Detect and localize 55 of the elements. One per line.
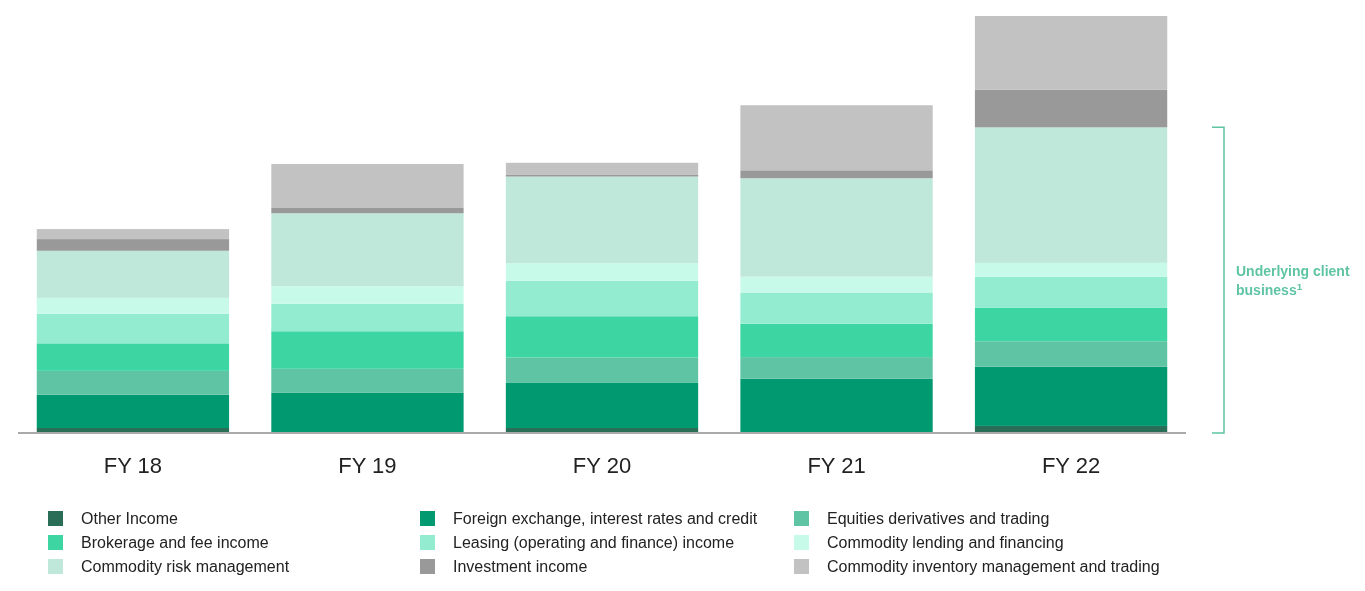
legend-label: Brokerage and fee income bbox=[81, 534, 269, 551]
bar bbox=[505, 162, 699, 175]
bar bbox=[271, 286, 464, 304]
bar bbox=[271, 368, 464, 393]
bar bbox=[36, 250, 230, 298]
bar bbox=[505, 263, 699, 281]
bar bbox=[974, 127, 1168, 263]
bar bbox=[36, 394, 230, 428]
bar bbox=[271, 392, 464, 433]
bar bbox=[974, 276, 1168, 308]
bar bbox=[740, 105, 933, 171]
legend-label: Other Income bbox=[81, 510, 179, 527]
bar bbox=[505, 382, 699, 428]
bar bbox=[740, 178, 933, 277]
bar bbox=[740, 378, 933, 433]
bar bbox=[740, 292, 933, 324]
bar bbox=[974, 307, 1168, 342]
bar bbox=[505, 357, 699, 383]
bar bbox=[740, 276, 933, 293]
bar bbox=[505, 280, 699, 317]
legend-label: Commodity inventory management and trading bbox=[827, 558, 1160, 575]
bar bbox=[505, 316, 699, 358]
x-tick-label: FY 21 bbox=[807, 453, 866, 478]
legend-label: Commodity lending and financing bbox=[827, 534, 1064, 551]
bar bbox=[36, 343, 230, 371]
x-tick-label: FY 18 bbox=[103, 453, 163, 478]
x-tick-label: FY 20 bbox=[572, 453, 632, 478]
bar bbox=[740, 170, 933, 179]
x-tick-label: FY 19 bbox=[338, 453, 397, 478]
bar bbox=[271, 331, 464, 369]
x-tick-label: FY 22 bbox=[1041, 453, 1101, 478]
bar bbox=[36, 297, 230, 314]
bar bbox=[974, 262, 1168, 277]
bar bbox=[36, 229, 230, 240]
bar bbox=[36, 239, 230, 251]
bar bbox=[974, 89, 1168, 128]
bar bbox=[36, 370, 230, 395]
bar bbox=[505, 176, 699, 264]
legend-label: Foreign exchange, interest rates and credit bbox=[453, 510, 758, 527]
bar bbox=[740, 323, 933, 358]
bar bbox=[36, 313, 230, 344]
bar bbox=[740, 357, 933, 379]
bar bbox=[271, 164, 464, 208]
bar bbox=[505, 174, 699, 177]
legend-label: Leasing (operating and finance) income bbox=[453, 534, 735, 551]
bar bbox=[974, 16, 1168, 90]
bar bbox=[271, 303, 464, 332]
legend-label: Equities derivatives and trading bbox=[827, 510, 1050, 527]
legend-label: Investment income bbox=[453, 558, 588, 575]
text: Underlying client business$^{1}$ bbox=[1236, 263, 1350, 299]
bar bbox=[271, 207, 464, 214]
legend-label: Commodity risk management bbox=[81, 558, 290, 575]
bar bbox=[974, 341, 1168, 367]
bar bbox=[974, 366, 1168, 426]
bar bbox=[271, 213, 464, 287]
